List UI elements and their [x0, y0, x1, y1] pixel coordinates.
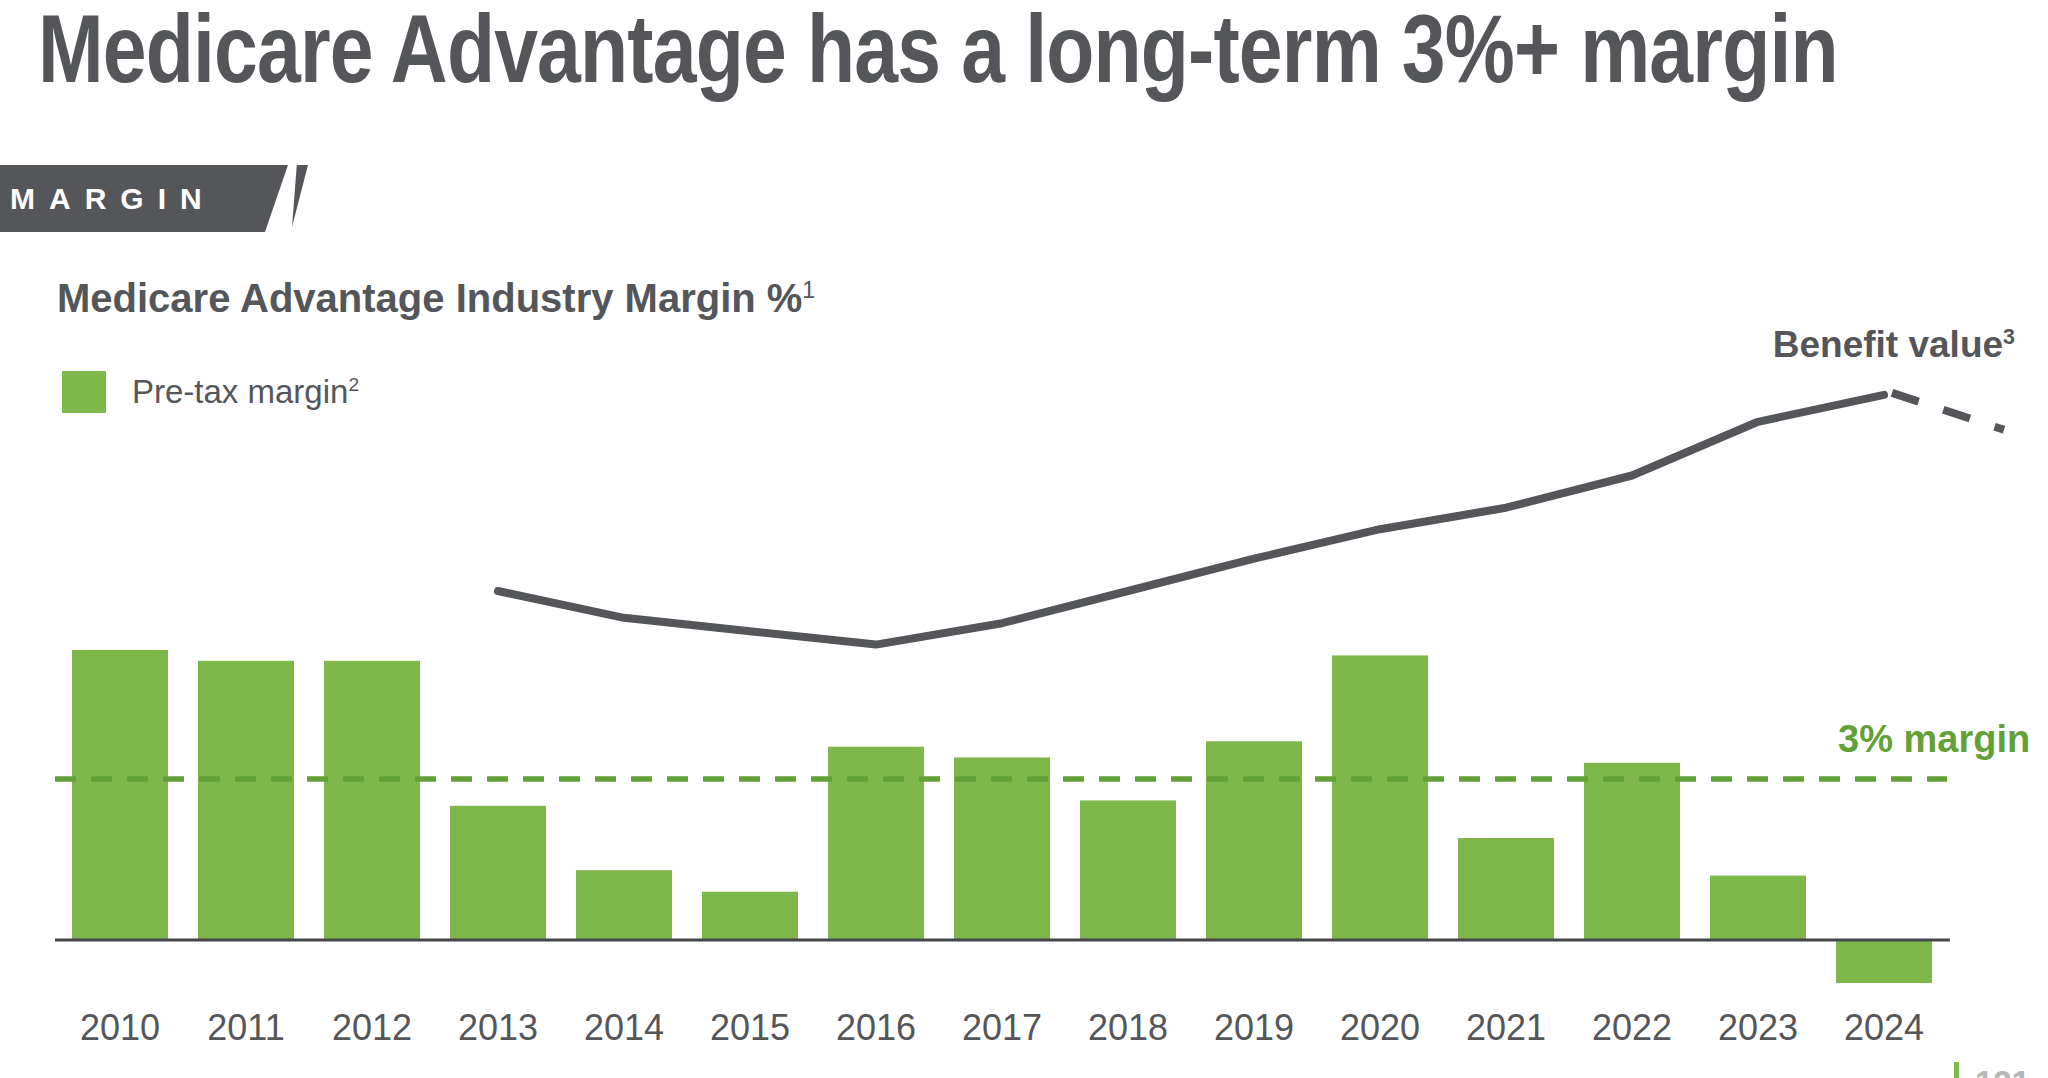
bar-2021 [1458, 838, 1554, 940]
year-label-2023: 2023 [1718, 1007, 1798, 1048]
footer-divider [1954, 1062, 1959, 1078]
bar-2013 [450, 806, 546, 940]
bar-2020 [1332, 655, 1428, 940]
bar-2022 [1584, 763, 1680, 940]
year-label-2015: 2015 [710, 1007, 790, 1048]
bar-2014 [576, 870, 672, 940]
bar-2023 [1710, 876, 1806, 940]
year-label-2019: 2019 [1214, 1007, 1294, 1048]
page-number: 121 [1975, 1062, 2030, 1078]
bar-2010 [72, 650, 168, 940]
year-label-2020: 2020 [1340, 1007, 1420, 1048]
year-label-2013: 2013 [458, 1007, 538, 1048]
bar-2019 [1206, 741, 1302, 940]
year-label-2011: 2011 [207, 1007, 284, 1048]
year-label-2018: 2018 [1088, 1007, 1168, 1048]
year-label-2022: 2022 [1592, 1007, 1672, 1048]
benefit-value-line [498, 395, 1884, 645]
bar-2011 [198, 661, 294, 940]
year-label-2014: 2014 [584, 1007, 664, 1048]
year-label-2017: 2017 [962, 1007, 1042, 1048]
bar-2017 [954, 757, 1050, 940]
margin-chart: 2010 2011 2012 2013 2014 2015 2016 2017 2018 2019… [0, 0, 2048, 1078]
bar-2015 [702, 892, 798, 940]
year-label-2012: 2012 [332, 1007, 412, 1048]
bar-2016 [828, 747, 924, 940]
bar-2024 [1836, 940, 1932, 983]
year-label-2021: 2021 [1466, 1007, 1546, 1048]
bar-2012 [324, 661, 420, 940]
year-label-2024: 2024 [1844, 1007, 1924, 1048]
year-label-2010: 2010 [80, 1007, 160, 1048]
year-label-2016: 2016 [836, 1007, 916, 1048]
benefit-value-projection [1892, 393, 2004, 430]
page-footer: 121 [1954, 1062, 2030, 1078]
bar-2018 [1080, 800, 1176, 940]
